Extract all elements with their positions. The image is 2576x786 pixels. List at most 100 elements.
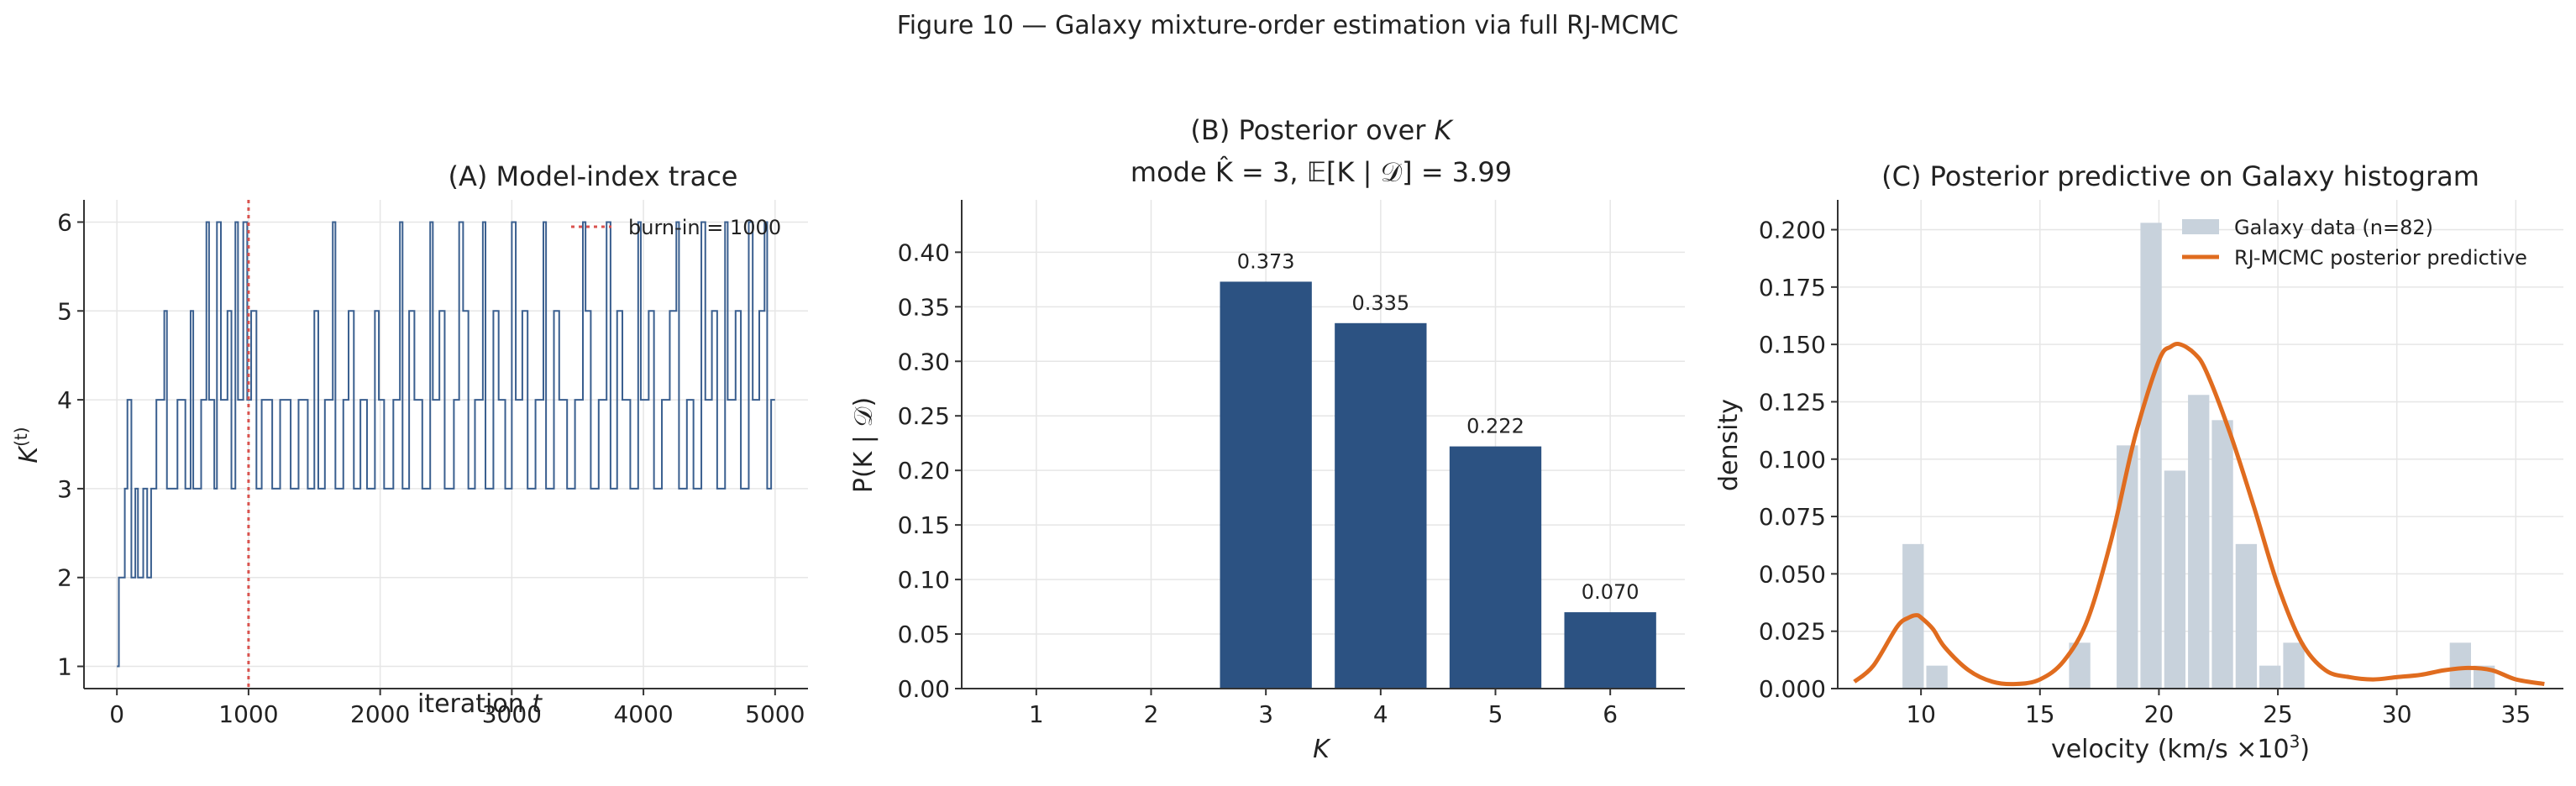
panel-b-ylabel: P(K | 𝒟) (849, 397, 879, 493)
y-tick-label: 0.15 (898, 511, 950, 539)
panel-a-ticks: 0 1000 2000 3000 4000 5000 1 2 3 4 5 6 (57, 208, 805, 728)
x-tick-label: 6 (1603, 700, 1618, 728)
panel-a-trace: (A) Model-index trace 0 1000 2000 3000 4000 5… (11, 160, 808, 728)
x-tick-label: 2000 (350, 700, 410, 728)
figure-title: Figure 10 — Galaxy mixture-order estimat… (897, 11, 1679, 40)
panel-c-predictive-line (1853, 342, 2545, 687)
hist-bar (2188, 395, 2210, 689)
hist-bar (2140, 223, 2162, 689)
panel-b-title-symbol: K (1435, 114, 1455, 146)
bar-value-label: 0.373 (1237, 249, 1295, 273)
hist-bar (2449, 642, 2472, 689)
panel-c-predictive: (C) Posterior predictive on Galaxy histo… (1714, 160, 2563, 764)
x-tick-label: 2 (1144, 700, 1159, 728)
legend-galaxy-label: Galaxy data (n=82) (2234, 216, 2433, 239)
y-tick-label: 0.000 (1759, 675, 1826, 703)
y-tick-label: 0.050 (1759, 560, 1826, 588)
x-tick-label: 35 (2501, 700, 2531, 728)
hist-bar (2117, 445, 2138, 689)
y-tick-label: 5 (57, 297, 72, 325)
x-tick-label: 15 (2025, 700, 2055, 728)
x-tick-label: 3000 (482, 700, 542, 728)
y-tick-label: 0.05 (898, 621, 950, 648)
hist-bar (2235, 543, 2258, 689)
y-tick-label: 0.00 (898, 675, 950, 703)
hist-bar (1926, 665, 1948, 689)
x-tick-label: 4000 (613, 700, 673, 728)
x-tick-label: 3 (1258, 700, 1273, 728)
y-tick-label: 0.200 (1759, 217, 1826, 244)
panel-b-xlabel: K (1313, 735, 1331, 764)
panel-c-title: (C) Posterior predictive on Galaxy histo… (1881, 160, 2479, 192)
panel-c-ticks: 10 15 20 25 30 35 0.000 0.025 0.050 0.075 0.100 0.1… (1759, 217, 2531, 728)
xlabel-text: velocity (km/s ×10 (2051, 735, 2290, 764)
y-tick-label: 0.40 (898, 238, 950, 266)
panel-a-ylabel: K(t) (11, 427, 44, 463)
panel-c-legend: Galaxy data (n=82) RJ-MCMC posterior pre… (2182, 216, 2527, 270)
panel-c-axes (1837, 200, 2563, 689)
y-tick-label: 0.075 (1759, 503, 1826, 531)
bar-value-label: 0.070 (1582, 580, 1640, 604)
bar-value-label: 0.222 (1466, 415, 1524, 438)
x-tick-label: 10 (1906, 700, 1936, 728)
bar-k-4 (1335, 322, 1427, 689)
xlabel-close: ) (2300, 735, 2310, 764)
panel-b-axes (961, 200, 1685, 689)
x-tick-label: 5000 (745, 700, 805, 728)
y-tick-label: 0.025 (1759, 618, 1826, 646)
ylabel-symbol: K (14, 445, 44, 464)
y-tick-label: 3 (57, 475, 72, 503)
legend-burnin-label: burn-in = 1000 (628, 216, 781, 239)
panel-a-legend: burn-in = 1000 (571, 216, 781, 239)
legend-galaxy-swatch (2182, 219, 2219, 234)
panel-b-title: (B) Posterior over K (1190, 114, 1454, 146)
panel-c-histogram (1902, 223, 2495, 689)
y-tick-label: 0.20 (898, 457, 950, 485)
x-tick-label: 30 (2382, 700, 2412, 728)
y-tick-label: 4 (57, 386, 72, 414)
hist-bar (2211, 420, 2233, 689)
panel-a-trace-line (117, 221, 775, 668)
x-tick-label: 1 (1029, 700, 1044, 728)
panel-b-subtitle: mode K̂ = 3, 𝔼[K | 𝒟] = 3.99 (1131, 156, 1512, 188)
y-tick-label: 0.10 (898, 566, 950, 594)
bar-value-label: 0.335 (1351, 291, 1409, 315)
panel-a-xlabel: iteration t (417, 689, 543, 719)
x-tick-label: 5 (1488, 700, 1503, 728)
y-tick-label: 0.100 (1759, 446, 1826, 474)
bar-k-6 (1564, 612, 1656, 689)
xlabel-exponent: 3 (2290, 731, 2301, 752)
panel-a-title: (A) Model-index trace (449, 160, 738, 192)
hist-bar (2259, 665, 2281, 689)
panel-b-title-text: (B) Posterior over (1190, 114, 1434, 146)
legend-predictive-label: RJ-MCMC posterior predictive (2234, 246, 2527, 270)
x-tick-label: 20 (2144, 700, 2175, 728)
ylabel-superscript: (t) (11, 427, 31, 446)
panel-c-ylabel: density (1714, 399, 1744, 491)
bar-k-3 (1220, 281, 1312, 689)
panel-b-ticks: 1 2 3 4 5 6 0.00 0.05 0.10 0.15 0.20 0.25 0.30 0.35 0.… (898, 238, 1618, 728)
hist-bar (2283, 642, 2305, 689)
hist-bar (2164, 470, 2186, 689)
panel-b-bars: 0.373 0.335 0.222 0.070 (1220, 249, 1656, 689)
bar-k-5 (1449, 446, 1542, 689)
y-tick-label: 1 (57, 653, 72, 681)
x-tick-label: 0 (109, 700, 124, 728)
y-tick-label: 0.30 (898, 348, 950, 375)
x-tick-label: 4 (1373, 700, 1388, 728)
y-tick-label: 0.25 (898, 402, 950, 430)
x-tick-label: 25 (2263, 700, 2293, 728)
panel-a-axes (83, 200, 808, 689)
y-tick-label: 0.175 (1759, 274, 1826, 301)
x-tick-label: 1000 (218, 700, 278, 728)
xlabel-symbol: t (532, 689, 543, 719)
panel-b-posterior: (B) Posterior over K mode K̂ = 3, 𝔼[K | … (849, 114, 1685, 764)
y-tick-label: 0.35 (898, 293, 950, 321)
panel-c-xlabel: velocity (km/s ×103) (2051, 731, 2310, 764)
y-tick-label: 2 (57, 564, 72, 592)
xlabel-text: iteration (417, 689, 532, 719)
y-tick-label: 6 (57, 208, 72, 236)
y-tick-label: 0.125 (1759, 388, 1826, 416)
y-tick-label: 0.150 (1759, 331, 1826, 359)
